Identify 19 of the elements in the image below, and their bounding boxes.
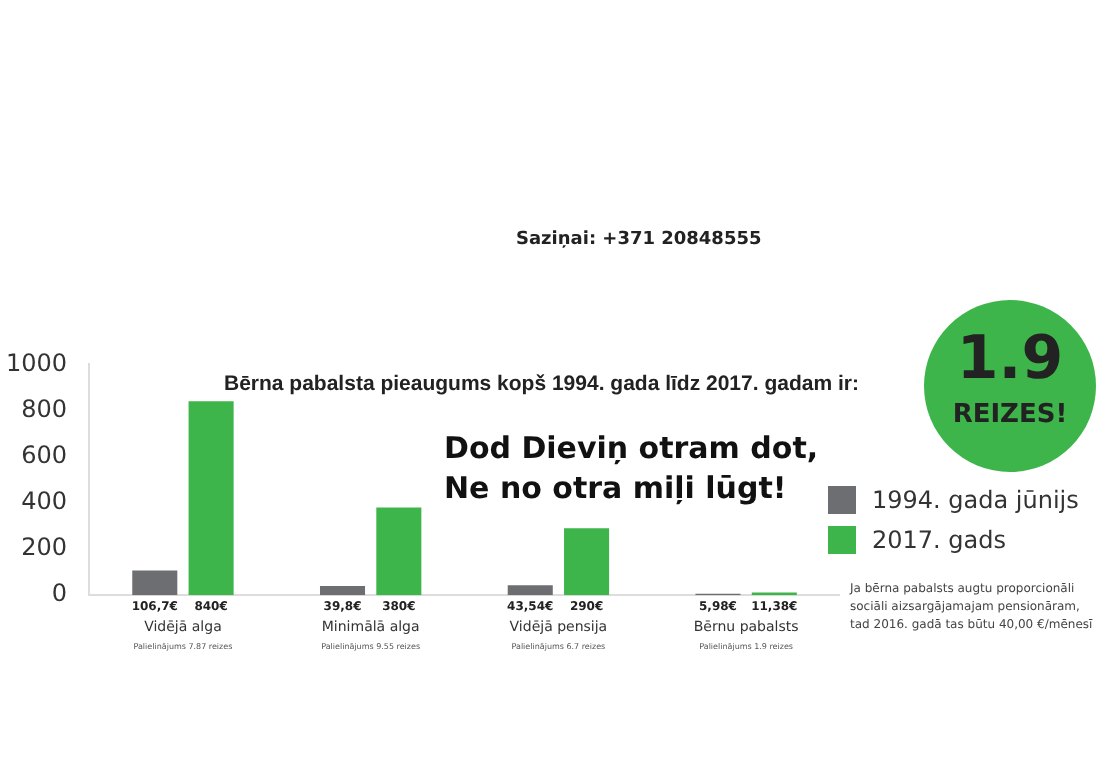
legend-label: 1994. gada jūnijs — [872, 486, 1079, 514]
legend-label: 2017. gads — [872, 526, 1007, 554]
annotation: Dod Dieviņ otram dot, Ne no otra miļi lūgt! — [444, 428, 819, 508]
bar — [564, 528, 610, 596]
text: 1.9 — [954, 324, 1066, 394]
bar — [319, 586, 366, 596]
y-tick-label: 600 — [21, 440, 68, 469]
y-tick-label: 400 — [21, 487, 68, 516]
chart-title: Bērna pabalsta pieaugums kopš 1994. gada līdz 2017. gadam ir: — [224, 372, 859, 396]
y-tick-label: 0 — [51, 579, 68, 608]
y-tick-label: 200 — [21, 533, 68, 562]
y-tick-label: 800 — [21, 394, 68, 423]
bar — [507, 585, 553, 596]
text: REIZES! — [950, 400, 1070, 430]
text: Saziņai: +371 20848555 — [516, 230, 762, 250]
y-tick-label: 1000 — [5, 348, 68, 377]
bar — [188, 401, 234, 596]
bar — [376, 507, 422, 596]
bar — [132, 570, 178, 596]
